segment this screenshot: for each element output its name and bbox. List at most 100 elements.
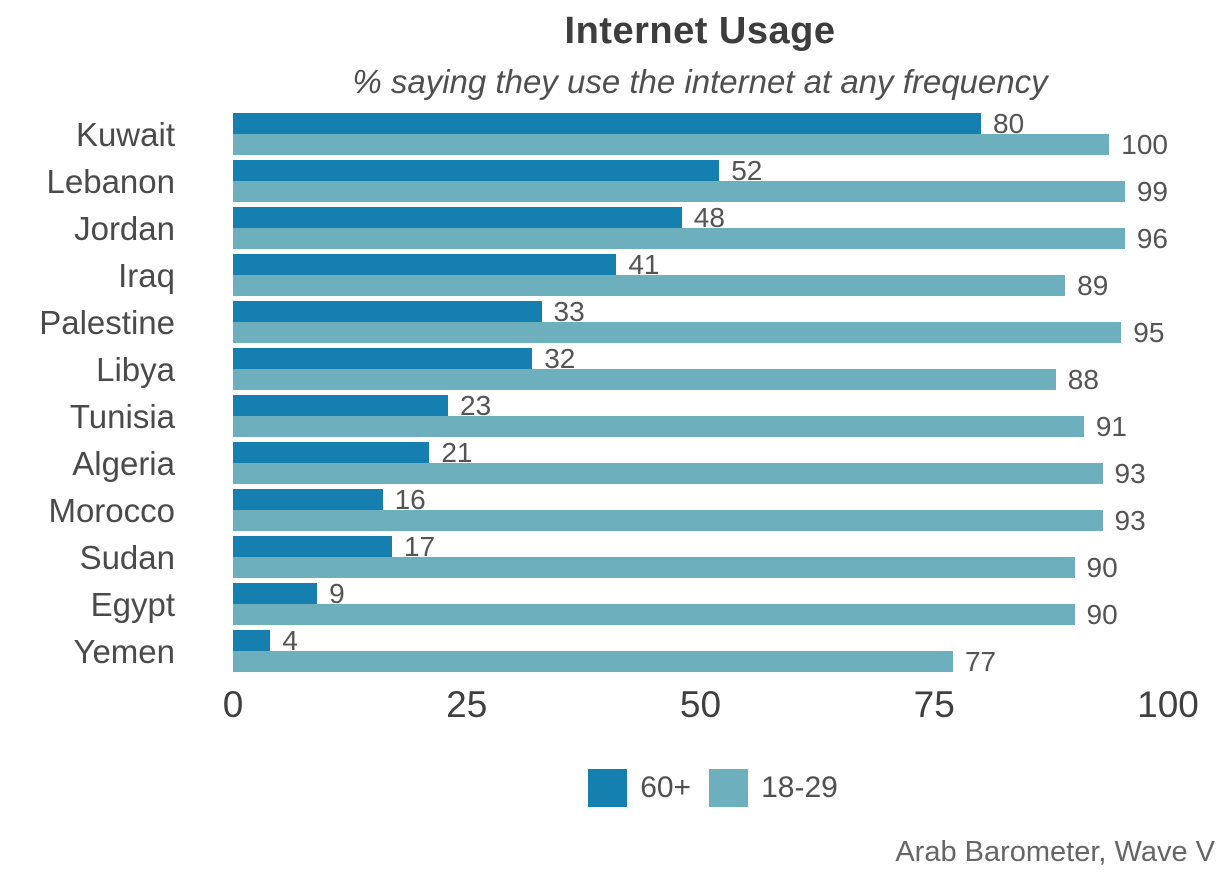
bar-value-label: 99 (1136, 175, 1168, 207)
x-tick: 50 (679, 684, 722, 725)
country-label: Iraq (118, 256, 175, 294)
country-label: Yemen (73, 632, 175, 670)
bar-value-label: 89 (1077, 269, 1109, 301)
bar-60plus (233, 301, 542, 322)
country-label: Algeria (72, 444, 175, 482)
country-row: Egypt 9 90 (0, 577, 1230, 628)
bar-60plus (233, 113, 981, 134)
bar-line: 4 (233, 626, 1168, 654)
country-bars: 48 96 (233, 203, 1168, 252)
chart-subtitle: % saying they use the internet at any fr… (352, 63, 1048, 100)
country-row: Yemen 4 77 (0, 626, 1230, 675)
bar-value-label: 17 (403, 530, 436, 562)
bar-line: 96 (233, 224, 1168, 252)
bar-value-label: 52 (731, 154, 763, 186)
bar-line: 17 (233, 532, 1168, 560)
bar-line: 91 (233, 412, 1168, 440)
bar-value-label: 9 (329, 577, 345, 609)
chart-title: Internet Usage (564, 10, 836, 52)
bar-line: 48 (233, 203, 1168, 231)
legend-item: 60+ (588, 769, 691, 807)
bar-value-label: 16 (394, 483, 426, 515)
bar-value-label: 96 (1136, 222, 1168, 254)
bar-line: 100 (233, 130, 1168, 158)
country-bars: 17 90 (233, 532, 1168, 581)
bar-18-29 (233, 275, 1066, 296)
country-label: Sudan (79, 538, 175, 576)
bar-18-29 (233, 322, 1122, 343)
bar-line: 52 (233, 156, 1168, 184)
legend-swatch (709, 769, 749, 807)
bar-18-29 (233, 510, 1103, 531)
bar-value-label: 21 (441, 436, 473, 468)
bar-line: 88 (233, 365, 1168, 393)
bar-18-29 (233, 557, 1075, 578)
bar-line: 32 (233, 344, 1168, 372)
bar-60plus (233, 207, 682, 228)
country-row: Tunisia 23 91 (0, 391, 1230, 440)
bar-line: 99 (233, 177, 1168, 205)
country-bars: 80 100 (233, 109, 1168, 158)
bar-line: 23 (233, 391, 1168, 419)
bar-18-29 (233, 651, 953, 672)
country-bars: 9 90 (233, 577, 1168, 628)
bar-60plus (233, 583, 318, 604)
bar-18-29 (233, 228, 1125, 249)
bar-60plus (233, 630, 271, 651)
bar-line: 90 (233, 553, 1168, 581)
bar-value-label: 95 (1133, 316, 1165, 348)
bar-18-29 (233, 463, 1103, 484)
country-label: Egypt (90, 585, 175, 623)
x-tick: 100 (1137, 684, 1199, 725)
bar-line: 21 (233, 438, 1168, 466)
bar-line: 33 (233, 297, 1168, 325)
bar-value-label: 23 (460, 389, 492, 421)
bar-value-label: 80 (993, 107, 1025, 139)
legend-label: 60+ (640, 771, 692, 804)
bar-18-29 (233, 416, 1084, 437)
bar-60plus (233, 160, 720, 181)
legend-label: 18-29 (761, 771, 838, 804)
bar-line: 90 (233, 600, 1168, 628)
x-tick: 25 (446, 684, 488, 725)
bar-60plus (233, 489, 383, 510)
legend: 60+ 18-29 (183, 769, 1230, 807)
country-bars: 41 89 (233, 250, 1168, 299)
bar-60plus (233, 348, 533, 369)
bar-60plus (233, 536, 392, 557)
bar-line: 80 (233, 109, 1168, 137)
bar-60plus (233, 254, 617, 275)
bar-value-label: 90 (1086, 598, 1118, 630)
bar-line: 16 (233, 485, 1168, 513)
bar-line: 93 (233, 506, 1168, 534)
bar-line: 95 (233, 318, 1168, 346)
bar-value-label: 32 (544, 342, 576, 374)
chart-header: Internet Usage % saying they use the int… (170, 0, 1230, 101)
country-row: Jordan 48 96 (0, 203, 1230, 252)
country-row: Iraq 41 89 (0, 250, 1230, 299)
bar-chart-plot-area: Kuwait 80 100 Lebanon 52 99 Jordan 48 96 Iraq 41 89… (0, 109, 1230, 677)
bar-18-29 (233, 604, 1075, 625)
country-bars: 21 93 (233, 438, 1168, 487)
country-row: Algeria 21 93 (0, 438, 1230, 487)
country-row: Morocco 16 93 (0, 485, 1230, 534)
country-label: Palestine (39, 303, 175, 341)
x-tick: 75 (913, 684, 955, 725)
x-axis: 0 25 50 75 100 (223, 684, 1199, 730)
bar-value-label: 48 (693, 201, 725, 233)
bar-value-label: 41 (628, 248, 660, 280)
country-row: Sudan 17 90 (0, 532, 1230, 581)
bar-line: 41 (233, 250, 1168, 278)
bar-value-label: 91 (1095, 410, 1127, 442)
bar-value-label: 77 (964, 645, 997, 677)
bar-value-label: 100 (1121, 128, 1168, 160)
x-tick: 0 (222, 684, 244, 725)
country-bars: 32 88 (233, 344, 1168, 393)
country-label: Libya (96, 350, 175, 388)
legend-item: 18-29 (709, 769, 838, 807)
bar-line: 77 (233, 647, 1168, 675)
bar-line: 93 (233, 459, 1168, 487)
country-row: Lebanon 52 99 (0, 156, 1230, 205)
bar-60plus (233, 395, 449, 416)
source-note: Arab Barometer, Wave V (895, 836, 1215, 868)
